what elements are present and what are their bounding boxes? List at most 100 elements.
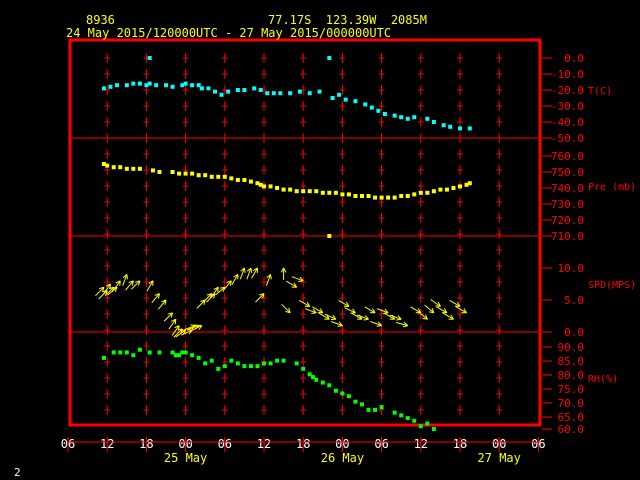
wind-barb-shaft: [98, 290, 108, 300]
temperature-point: [226, 89, 231, 94]
pressure-point: [418, 190, 423, 195]
pressure-point: [118, 165, 123, 170]
relative_humidity-point: [346, 394, 351, 399]
temperature-point: [412, 115, 417, 120]
temperature-point: [115, 83, 119, 88]
pressure-outlier: [327, 234, 332, 238]
wind-barb: [223, 280, 232, 291]
y-tick-label: -40.0: [551, 116, 584, 129]
wind-barb-shaft: [384, 312, 395, 320]
wind-barb-head: [425, 314, 428, 320]
wind-barb-head: [219, 286, 225, 289]
wind-barb: [163, 312, 174, 322]
relative_humidity-point: [320, 380, 325, 385]
wind-barb-head: [417, 308, 422, 314]
wind-barb: [424, 304, 435, 314]
temperature-point: [147, 81, 152, 86]
wind-barb-head: [240, 267, 245, 272]
temperature-point: [392, 113, 397, 118]
wind-barb-shaft: [183, 325, 196, 331]
wind-barb-head: [252, 267, 258, 272]
wind-barb-head: [266, 274, 271, 279]
pressure-point: [196, 173, 201, 178]
x-tick-label: 06: [374, 437, 388, 451]
wind-barb-head: [114, 287, 118, 293]
y-tick-label: 0.0: [564, 326, 584, 339]
y-tick-label: 5.0: [564, 294, 584, 307]
station-location: 77.17S 123.39W 2085M: [268, 13, 427, 27]
wind-barb-shaft: [215, 286, 226, 296]
wind-barb-shaft: [157, 299, 167, 310]
wind-barb: [251, 267, 258, 279]
wind-barb-head: [262, 293, 265, 299]
wind-barb: [280, 267, 287, 280]
wind-barb-shaft: [417, 311, 428, 320]
panel-label: T(C): [588, 86, 612, 97]
wind-barb-shaft: [304, 308, 317, 314]
pressure-point: [346, 192, 351, 197]
wind-barb: [304, 308, 317, 315]
pressure-point: [320, 190, 325, 195]
wind-barb-shaft: [175, 329, 186, 338]
wind-barb-head: [115, 280, 121, 284]
pressure-point: [229, 176, 234, 181]
relative_humidity-point: [157, 350, 162, 355]
pressure-point: [451, 186, 456, 190]
wind-barb-head: [174, 325, 180, 329]
relative_humidity-point: [314, 377, 319, 382]
y-tick-label: -30.0: [551, 100, 584, 113]
y-tick-label: 730.0: [551, 198, 584, 211]
temperature-point: [431, 120, 436, 124]
temperature-point: [164, 83, 168, 88]
wind-barb: [146, 280, 154, 292]
wind-barb-shaft: [210, 286, 219, 298]
wind-barb: [417, 311, 428, 320]
pressure-point: [275, 186, 280, 190]
wind-barb-head: [285, 310, 291, 314]
y-tick-label: 10.0: [558, 262, 585, 275]
y-tick-label: 80.0: [558, 369, 585, 382]
pressure-point: [333, 190, 338, 195]
wind-barb-shaft: [255, 293, 265, 303]
x-tick-label: 00: [335, 437, 349, 451]
pressure-point: [431, 189, 436, 194]
wind-barb-shaft: [436, 306, 448, 314]
wind-barb-head: [456, 301, 461, 307]
wind-barb-head: [134, 280, 141, 283]
date-label: 26 May: [321, 451, 364, 465]
wind-barb-shaft: [190, 325, 203, 332]
wind-barb-shaft: [376, 308, 389, 314]
wind-barb-head: [363, 318, 369, 321]
pressure-point: [203, 173, 208, 178]
pressure-point: [170, 170, 175, 174]
pressure-point: [467, 181, 472, 186]
temperature-point: [213, 89, 217, 94]
wind-barb-head: [105, 283, 111, 287]
wind-barb-shaft: [168, 318, 177, 330]
wind-barb: [389, 314, 402, 321]
pressure-point: [262, 184, 266, 189]
wind-barb-head: [250, 267, 253, 274]
pressure-point: [340, 192, 345, 197]
relative_humidity-point: [281, 358, 286, 363]
y-tick-label: 720.0: [551, 214, 584, 227]
pressure-point: [301, 189, 306, 194]
pressure-point: [399, 194, 404, 198]
temperature-point: [144, 83, 149, 88]
wind-barb: [330, 321, 343, 327]
temperature-outlier: [327, 56, 332, 60]
y-tick-label: 710.0: [551, 230, 584, 243]
wind-barb: [436, 306, 448, 314]
temperature-point: [108, 84, 113, 89]
wind-barb-head: [299, 276, 304, 282]
pressure-point: [392, 195, 397, 200]
temperature-series: [101, 56, 472, 131]
wind-barb: [265, 274, 272, 286]
temperature-point: [199, 86, 204, 91]
wind-barb-shaft: [318, 312, 330, 320]
relative_humidity-point: [366, 407, 371, 412]
relative_humidity-point: [373, 407, 378, 412]
relative_humidity-point: [222, 364, 227, 369]
pressure-point: [438, 187, 443, 192]
wind-barb: [449, 299, 461, 307]
